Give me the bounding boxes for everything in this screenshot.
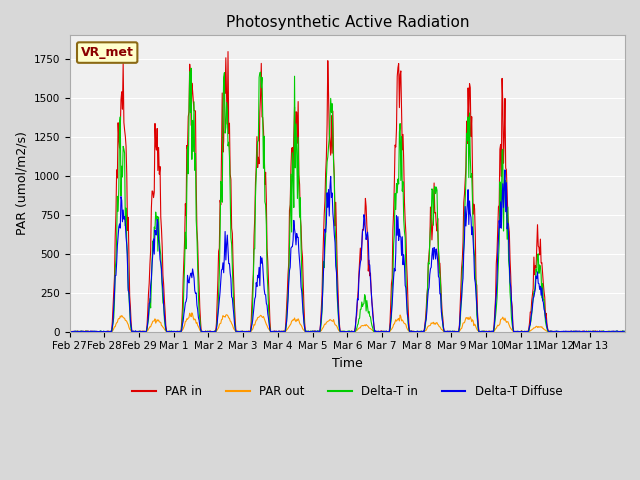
Line: PAR out: PAR out [70,313,624,332]
PAR out [188,310,196,316]
Delta-T Diffuse [620,328,628,334]
PAR in [131,329,139,335]
X-axis label: Time: Time [332,357,363,370]
Delta-T Diffuse [132,328,140,334]
Line: Delta-T Diffuse: Delta-T Diffuse [70,170,624,332]
PAR out [261,318,269,324]
Delta-T Diffuse [405,324,413,330]
PAR out [436,324,444,330]
PAR out [405,328,413,334]
Delta-T Diffuse [282,324,290,330]
Delta-T Diffuse [261,291,269,297]
PAR in [66,329,74,335]
Delta-T Diffuse [66,328,74,334]
Delta-T Diffuse [67,329,74,335]
PAR in [234,328,241,334]
Delta-T in [188,65,195,71]
Delta-T in [261,199,269,204]
PAR out [282,328,290,334]
PAR in [261,181,269,187]
Delta-T in [405,326,413,332]
PAR in [436,260,444,266]
PAR out [234,329,241,335]
Delta-T in [66,329,74,335]
PAR out [66,329,74,335]
PAR in [620,329,628,335]
Delta-T Diffuse [501,167,509,173]
Delta-T Diffuse [234,329,241,335]
Y-axis label: PAR (umol/m2/s): PAR (umol/m2/s) [15,132,28,235]
Legend: PAR in, PAR out, Delta-T in, Delta-T Diffuse: PAR in, PAR out, Delta-T in, Delta-T Dif… [127,380,567,403]
Delta-T in [436,272,444,278]
Delta-T in [131,329,139,335]
Delta-T in [234,328,241,334]
PAR out [620,329,628,335]
PAR in [224,48,232,54]
Line: Delta-T in: Delta-T in [70,68,624,332]
PAR in [282,319,290,325]
Title: Photosynthetic Active Radiation: Photosynthetic Active Radiation [225,15,469,30]
Delta-T Diffuse [436,291,444,297]
Line: PAR in: PAR in [70,51,624,332]
Delta-T in [620,329,628,335]
PAR in [405,320,413,325]
Text: VR_met: VR_met [81,46,134,59]
Delta-T in [282,327,290,333]
PAR out [131,329,139,335]
